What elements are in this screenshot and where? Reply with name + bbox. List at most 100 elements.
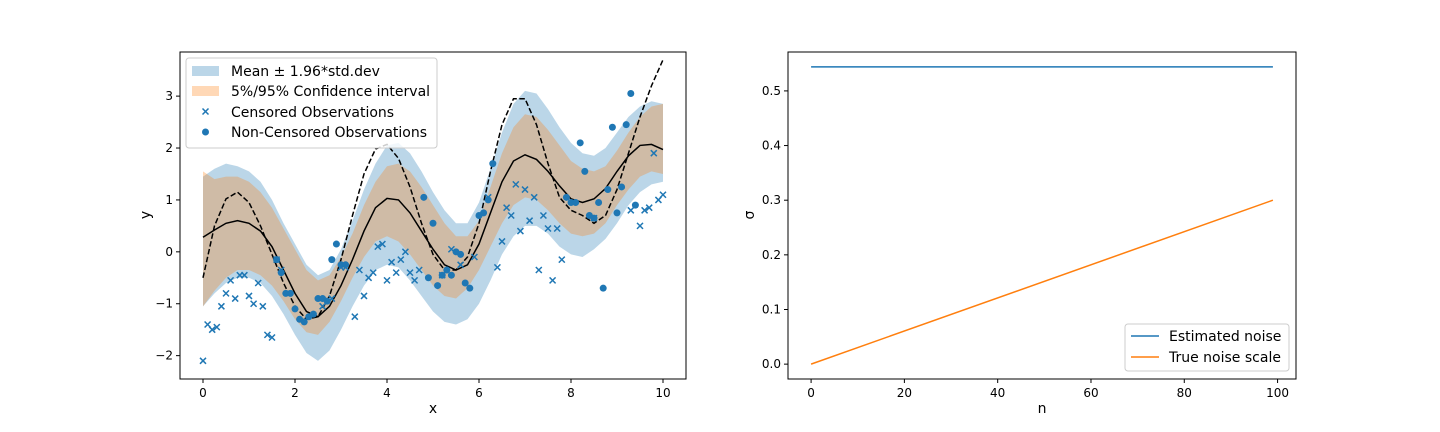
censored-point xyxy=(530,193,538,201)
censored-point xyxy=(378,240,386,248)
censored-point xyxy=(493,263,501,271)
non-censored-point xyxy=(627,90,635,98)
right-x-tick-label: 0 xyxy=(807,386,815,400)
right-x-tick-label: 40 xyxy=(990,386,1005,400)
non-censored-point xyxy=(480,209,488,217)
non-censored-point xyxy=(332,240,340,248)
censored-point xyxy=(259,302,267,310)
left-x-tick-label: 0 xyxy=(199,386,207,400)
left-plot-ticks: 0 2 4 6 8 10 −2 −1 0 1 2 3 xyxy=(155,89,670,400)
censored-point xyxy=(383,276,391,284)
non-censored-point xyxy=(291,305,299,313)
censored-point xyxy=(539,211,547,220)
non-censored-point xyxy=(309,310,317,318)
censored-point xyxy=(406,269,414,277)
censored-point xyxy=(227,276,235,284)
non-censored-point xyxy=(466,284,474,292)
right-y-tick-label: 0.1 xyxy=(762,302,781,316)
censored-point xyxy=(645,204,653,212)
censored-point xyxy=(388,258,396,266)
legend-label-mean-std: Mean ± 1.96*std.dev xyxy=(231,64,380,80)
right-x-tick-label: 20 xyxy=(897,386,912,400)
legend-marker-censored xyxy=(201,107,210,116)
right-y-tick-label: 0.2 xyxy=(762,248,781,262)
right-y-tick-label: 0.0 xyxy=(762,357,781,371)
non-censored-point xyxy=(429,219,437,227)
non-censored-point xyxy=(631,201,639,209)
censored-point xyxy=(549,276,557,284)
left-plot-frame xyxy=(179,51,687,380)
censored-point xyxy=(319,302,327,310)
censored-point xyxy=(411,276,419,284)
right-legend: Estimated noise True noise scale xyxy=(1124,323,1290,372)
censored-point xyxy=(222,289,230,297)
left-y-tick-label: −1 xyxy=(155,297,173,311)
right-y-tick-label: 0.5 xyxy=(762,84,781,98)
censored-point xyxy=(526,217,534,225)
legend-label-non-censored: Non-Censored Observations xyxy=(231,125,427,141)
right-plot-frame xyxy=(787,51,1297,380)
right-plot-ticks: 0 20 40 60 80 100 0.0 0.1 0.2 0.3 0.4 0.5 xyxy=(762,84,1289,400)
censored-point xyxy=(650,149,658,157)
right-plot: 0 20 40 60 80 100 0.0 0.1 0.2 0.3 0.4 0.5 n σ Estim… xyxy=(742,51,1297,417)
censored-point xyxy=(213,323,221,331)
non-censored-point xyxy=(424,274,432,282)
non-censored-point xyxy=(457,250,465,258)
censored-point xyxy=(636,222,644,230)
legend-label-estimated-noise: Estimated noise xyxy=(1169,329,1281,345)
censored-point xyxy=(457,261,465,269)
censored-point xyxy=(240,271,248,279)
left-x-tick-label: 10 xyxy=(655,386,670,400)
right-y-axis-label: σ xyxy=(742,210,758,219)
censored-point xyxy=(415,266,423,274)
left-plot: 0 2 4 6 8 10 −2 −1 0 1 2 3 x y Mean ± 1.96*std.dev … xyxy=(138,51,687,417)
non-censored-point xyxy=(576,139,584,147)
censored-point xyxy=(470,253,478,261)
censored-point xyxy=(250,300,258,308)
censored-point xyxy=(627,206,635,214)
non-censored-point xyxy=(286,289,294,297)
non-censored-point xyxy=(447,271,455,279)
non-censored-point xyxy=(342,261,350,269)
censored-point xyxy=(498,237,506,245)
non-censored-point xyxy=(420,193,428,201)
right-legend-box xyxy=(1124,323,1290,372)
censored-point xyxy=(254,279,262,287)
censored-point xyxy=(544,224,552,233)
legend-swatch-mean-std xyxy=(192,66,219,76)
left-legend-box xyxy=(185,57,438,149)
non-censored-point xyxy=(604,186,612,194)
legend-marker-non-censored xyxy=(202,128,209,136)
left-x-tick-label: 8 xyxy=(567,386,575,400)
censored-point xyxy=(231,295,239,303)
non-censored-point xyxy=(434,282,442,290)
non-censored-point xyxy=(300,318,308,326)
non-censored-point xyxy=(443,266,451,274)
non-censored-point xyxy=(595,199,603,207)
censored-point xyxy=(369,269,377,277)
non-censored-point xyxy=(613,209,621,217)
left-y-tick-label: 0 xyxy=(165,245,173,259)
censored-point xyxy=(263,331,271,339)
censored-point xyxy=(217,302,225,310)
legend-label-true-noise: True noise scale xyxy=(1168,350,1281,366)
true-noise-line xyxy=(810,199,1274,365)
censored-point xyxy=(351,313,359,321)
left-x-tick-label: 6 xyxy=(475,386,483,400)
non-censored-point xyxy=(323,297,331,305)
censored-point xyxy=(355,266,363,274)
censored-point xyxy=(512,180,520,188)
non-censored-point xyxy=(273,256,281,264)
censored-point xyxy=(208,326,216,334)
left-y-tick-label: −2 xyxy=(155,349,173,363)
non-censored-point xyxy=(328,256,336,264)
non-censored-point xyxy=(484,196,492,204)
non-censored-point xyxy=(562,193,570,201)
non-censored-point xyxy=(438,271,446,279)
censored-point xyxy=(392,269,400,277)
right-x-tick-label: 60 xyxy=(1083,386,1098,400)
left-legend: Mean ± 1.96*std.dev 5%/95% Confidence in… xyxy=(185,57,438,149)
non-censored-point xyxy=(461,279,469,287)
censored-point xyxy=(360,292,368,300)
non-censored-point xyxy=(581,167,589,175)
